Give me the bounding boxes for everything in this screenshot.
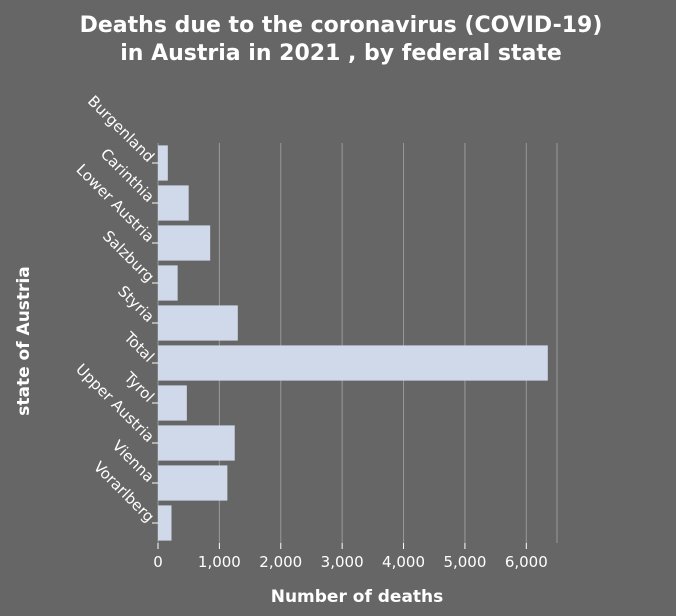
- bar-lower-austria: [158, 225, 211, 261]
- x-axis-title: Number of deaths: [271, 587, 444, 607]
- x-tick-label: 4,000: [382, 553, 425, 571]
- y-axis-title: state of Austria: [14, 266, 34, 415]
- bar-vorarlberg: [158, 505, 172, 541]
- x-axis-ticks: 0 1,000 2,000 3,000 4,000 5,000 6,000: [153, 543, 548, 571]
- x-tick-label: 5,000: [443, 553, 486, 571]
- y-tick-label: Burgenland: [84, 92, 158, 166]
- bar-styria: [158, 305, 238, 341]
- bar-carinthia: [158, 185, 189, 221]
- x-tick-label: 3,000: [321, 553, 364, 571]
- x-tick-label: 1,000: [198, 553, 241, 571]
- bar-vienna: [158, 465, 228, 501]
- x-tick-label: 6,000: [505, 553, 548, 571]
- bars: [158, 145, 548, 541]
- y-tick-label: Total: [120, 328, 158, 366]
- bar-tyrol: [158, 385, 187, 421]
- bar-salzburg: [158, 265, 178, 301]
- x-tick-label: 2,000: [259, 553, 302, 571]
- x-tick-label: 0: [153, 553, 163, 571]
- chart-title-line-1: Deaths due to the coronavirus (COVID-19): [80, 13, 603, 38]
- y-tick-label: Styria: [114, 282, 158, 326]
- chart-title-line-2: in Austria in 2021 , by federal state: [120, 41, 562, 66]
- bar-upper-austria: [158, 425, 235, 461]
- bar-total: [158, 345, 548, 381]
- bar-burgenland: [158, 145, 168, 181]
- grid: [157, 143, 558, 543]
